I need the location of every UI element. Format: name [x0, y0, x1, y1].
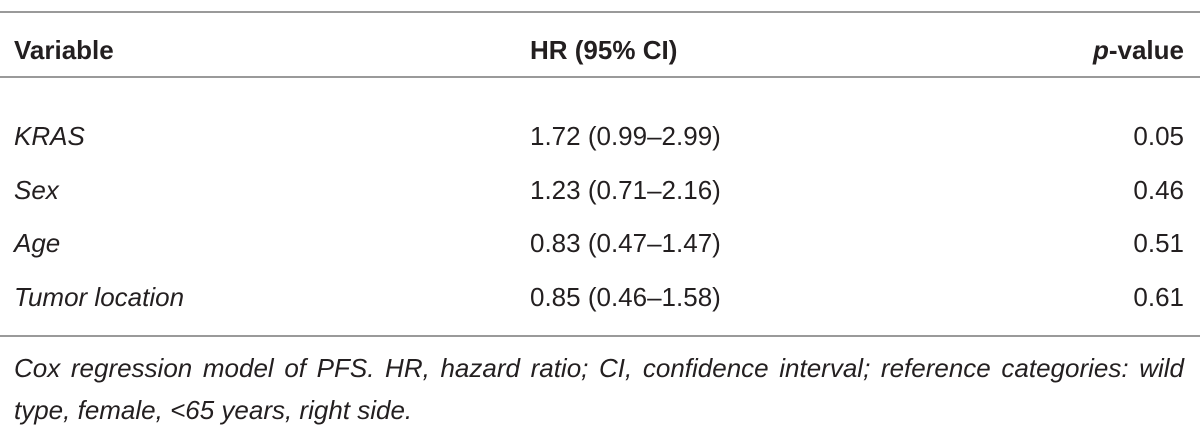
variable-cell: Age: [14, 228, 61, 258]
p-value-cell: 0.61: [1133, 281, 1184, 312]
hr-cell: 0.85 (0.46–1.58): [530, 281, 721, 312]
header-p-value: p-value: [1092, 35, 1184, 65]
hr-cell: 1.72 (0.99–2.99): [530, 121, 721, 151]
variable-cell: KRAS: [14, 121, 85, 151]
p-value-cell: 0.46: [1133, 174, 1184, 205]
bottom-rule: [0, 335, 1200, 337]
header-hr: HR (95% CI): [530, 35, 678, 65]
header-variable: Variable: [14, 35, 114, 65]
p-value-cell: 0.51: [1133, 228, 1184, 258]
hr-cell: 0.83 (0.47–1.47): [530, 228, 721, 258]
table-footnote: Cox regression model of PFS. HR, hazard …: [14, 353, 1184, 425]
variable-cell: Sex: [14, 174, 59, 205]
top-rule: [0, 11, 1200, 13]
header-rule: [0, 76, 1200, 78]
hr-cell: 1.23 (0.71–2.16): [530, 174, 721, 205]
p-value-cell: 0.05: [1133, 121, 1184, 151]
variable-cell: Tumor location: [14, 281, 185, 312]
